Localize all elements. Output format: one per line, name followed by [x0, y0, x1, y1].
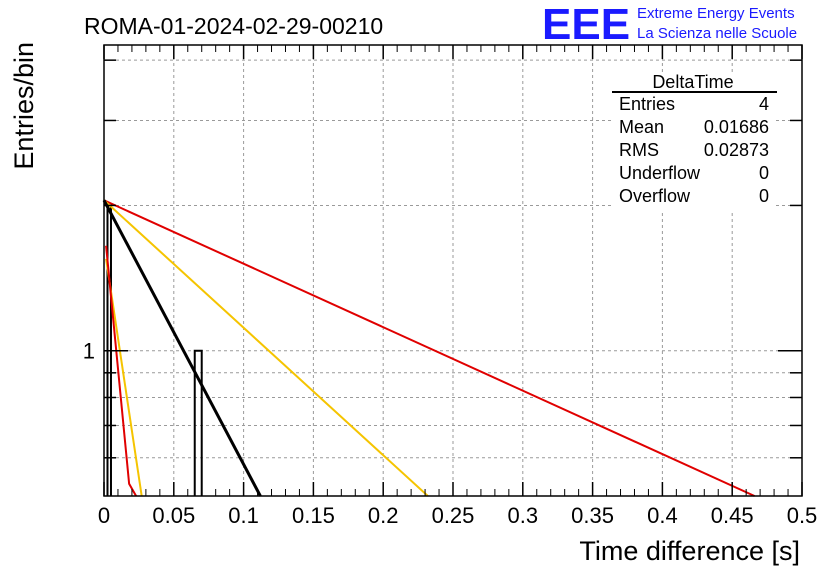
- stats-row-label: Entries: [619, 94, 675, 114]
- x-axis-label: Time difference [s]: [579, 536, 800, 566]
- y-axis-label: Entries/bin: [9, 42, 39, 170]
- histogram-bin: [193, 349, 203, 496]
- stats-box-background: [612, 72, 774, 212]
- fit-lines: [102, 199, 755, 497]
- logo-line-2: La Scienza nelle Scuole: [637, 25, 797, 42]
- tick-labels: 0 0.05 0.1 0.15 0.2 0.25 0.3 0.35 0.4 0.45 0.5 1: [83, 339, 818, 528]
- stats-row-label: RMS: [619, 140, 659, 160]
- stats-row-value: 0: [759, 163, 769, 183]
- fit-line: [102, 199, 262, 497]
- grid: [104, 45, 802, 496]
- axis-ticks: [103, 45, 803, 496]
- logo-mark: EEE: [542, 0, 630, 49]
- x-tick-label: 0.1: [228, 503, 259, 528]
- x-tick-label: 0.3: [508, 503, 539, 528]
- eee-logo: EEE Extreme Energy Events La Scienza nel…: [542, 0, 797, 49]
- y-tick-label: 1: [83, 339, 95, 364]
- stats-row-label: Mean: [619, 117, 664, 137]
- x-tick-label: 0.25: [432, 503, 475, 528]
- x-tick-label: 0.2: [368, 503, 399, 528]
- stats-box-title: DeltaTime: [652, 72, 733, 92]
- fit-line: [103, 199, 429, 497]
- x-tick-label: 0.15: [292, 503, 335, 528]
- stats-row-label: Underflow: [619, 163, 701, 183]
- x-tick-label: 0.35: [571, 503, 614, 528]
- fit-line: [103, 199, 755, 497]
- stats-row-label: Overflow: [619, 186, 691, 206]
- fit-line: [105, 245, 137, 497]
- x-tick-label: 0: [98, 503, 110, 528]
- x-tick-label: 0.5: [787, 503, 818, 528]
- stats-row-value: 0.02873: [704, 140, 769, 160]
- stats-box: DeltaTime Entries 4 Mean 0.01686 RMS 0.02873U…: [612, 72, 777, 212]
- x-tick-label: 0.4: [647, 503, 678, 528]
- logo-line-1: Extreme Energy Events: [637, 5, 795, 22]
- stats-row-value: 0: [759, 186, 769, 206]
- stats-row-value: 0.01686: [704, 117, 769, 137]
- x-tick-label: 0.05: [152, 503, 195, 528]
- stats-row-value: 4: [759, 94, 769, 114]
- chart-title: ROMA-01-2024-02-29-00210: [84, 13, 383, 39]
- x-tick-label: 0.45: [711, 503, 754, 528]
